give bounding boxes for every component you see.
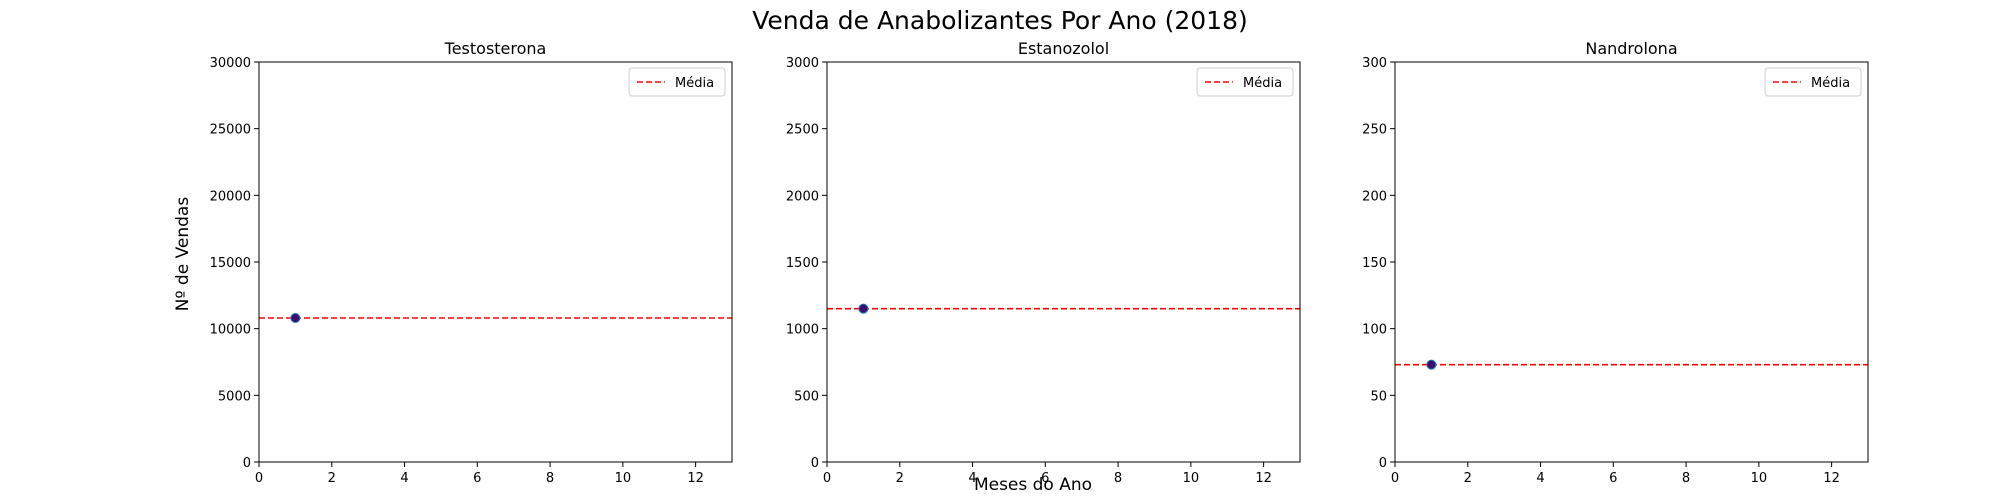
subplot-1: Testosterona 0 2 4 6 8 10 12 0 5000 10000 15000 2000…: [210, 39, 733, 486]
subplot-3: Nandrolona 0 2 4 6 8 10 12 0 50 100 150 200 250 300 Méd…: [1362, 39, 1869, 486]
legend-box: [1196, 67, 1294, 97]
y-tick-label: 500: [794, 389, 819, 404]
x-tick-label: 0: [1391, 471, 1399, 486]
legend-label: Média: [1243, 76, 1282, 91]
x-tick-label: 10: [615, 471, 632, 486]
axes-frame: [1394, 61, 1869, 463]
y-tick-label: 1500: [786, 256, 819, 271]
x-tick-label: 2: [328, 471, 336, 486]
x-tick-label: 2: [1464, 471, 1472, 486]
x-tick-label: 12: [1255, 471, 1272, 486]
y-tick-label: 0: [811, 456, 819, 471]
x-tick-label: 8: [1114, 471, 1122, 486]
y-tick-label: 2500: [786, 123, 819, 138]
x-tick-label: 8: [546, 471, 554, 486]
subplot-title: Estanozolol: [1018, 39, 1109, 58]
x-tick-label: 2: [896, 471, 904, 486]
legend: Média: [628, 67, 726, 97]
x-tick-label: 6: [1609, 471, 1617, 486]
x-tick-label: 6: [473, 471, 481, 486]
y-tick-label: 0: [1379, 456, 1387, 471]
x-tick-label: 4: [968, 471, 976, 486]
y-tick-label: 300: [1362, 56, 1387, 71]
y-tick-label: 1000: [786, 323, 819, 338]
y-tick-label: 20000: [210, 189, 251, 204]
figure-x-axis-label: Meses do Ano: [974, 475, 1092, 495]
y-tick-label: 200: [1362, 189, 1387, 204]
x-tick-label: 4: [400, 471, 408, 486]
subplot-2: Estanozolol 0 2 4 6 8 10 12 0 500 1000 1500 2000 2500…: [786, 39, 1301, 486]
figure-title: Venda de Anabolizantes Por Ano (2018): [752, 6, 1248, 35]
y-tick-label: 0: [243, 456, 251, 471]
legend-box: [628, 67, 726, 97]
data-point: [858, 303, 869, 314]
y-tick-label: 15000: [210, 256, 251, 271]
y-tick-label: 25000: [210, 123, 251, 138]
subplot-title: Testosterona: [444, 39, 547, 58]
figure-y-axis-label: Nº de Vendas: [173, 197, 193, 312]
y-tick-label: 50: [1370, 389, 1387, 404]
axes-frame: [826, 61, 1301, 463]
x-tick-label: 8: [1682, 471, 1690, 486]
x-tick-label: 10: [1751, 471, 1768, 486]
data-point: [1426, 359, 1437, 370]
y-tick-label: 5000: [218, 389, 251, 404]
legend-box: [1764, 67, 1862, 97]
axes-frame: [258, 61, 733, 463]
legend-label: Média: [675, 76, 714, 91]
x-tick-label: 4: [1536, 471, 1544, 486]
x-tick-label: 10: [1183, 471, 1200, 486]
data-point: [290, 313, 301, 323]
subplot-title: Nandrolona: [1585, 39, 1677, 58]
y-tick-label: 10000: [210, 323, 251, 338]
x-tick-label: 0: [255, 471, 263, 486]
x-tick-label: 12: [1823, 471, 1840, 486]
x-tick-label: 0: [823, 471, 831, 486]
x-tick-label: 6: [1041, 471, 1049, 486]
legend-label: Média: [1811, 76, 1850, 91]
legend: Média: [1196, 67, 1294, 97]
y-tick-label: 100: [1362, 323, 1387, 338]
y-tick-label: 3000: [786, 56, 819, 71]
y-tick-label: 150: [1362, 256, 1387, 271]
x-tick-label: 12: [687, 471, 704, 486]
legend: Média: [1764, 67, 1862, 97]
y-tick-label: 30000: [210, 56, 251, 71]
y-tick-label: 2000: [786, 189, 819, 204]
y-tick-label: 250: [1362, 123, 1387, 138]
